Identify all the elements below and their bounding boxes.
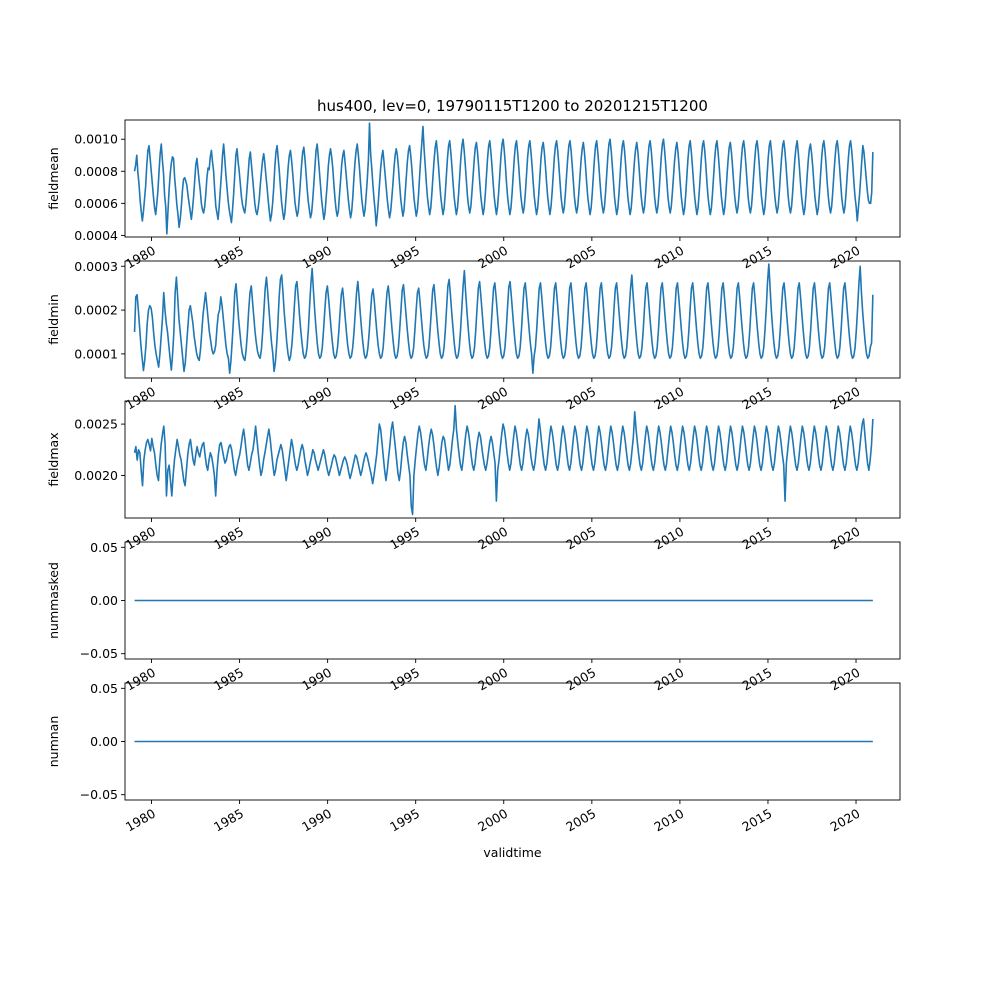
- fieldmean-y-tick-label: 0.0010: [74, 132, 118, 147]
- fieldmin-y-tick-label: 0.0002: [74, 303, 118, 318]
- fieldmean-y-tick-label: 0.0004: [74, 228, 118, 243]
- fieldmean-series-line: [133, 122, 874, 235]
- fieldmax-series-line: [133, 404, 874, 516]
- fieldmin-axes-frame: [124, 260, 901, 379]
- fieldmean-y-tick-label: 0.0006: [74, 196, 118, 211]
- fieldmin-y-axis-label: fieldmin: [46, 294, 61, 345]
- fieldmax-y-tick-label: 0.0025: [74, 417, 118, 432]
- nummasked-y-axis-label: nummasked: [46, 562, 61, 639]
- nummasked-y-tick-label: 0.00: [90, 593, 118, 608]
- nummasked-y-tick-label: −0.05: [80, 646, 118, 661]
- fieldmean-y-axis-label: fieldmean: [46, 147, 61, 209]
- fieldmean-y-tick-label: 0.0008: [74, 164, 118, 179]
- numnan-y-axis-label: numnan: [46, 716, 61, 768]
- fieldmin-y-tick-label: 0.0003: [74, 259, 118, 274]
- fieldmax-y-tick-label: 0.0020: [74, 468, 118, 483]
- fieldmin-series-line: [133, 263, 874, 374]
- fieldmax-axes-frame: [124, 400, 901, 519]
- numnan-y-tick-label: 0.00: [90, 734, 118, 749]
- fieldmax-y-axis-label: fieldmax: [46, 432, 61, 486]
- fieldmean-axes-frame: [124, 119, 901, 238]
- numnan-y-tick-label: 0.05: [90, 681, 118, 696]
- chart-title: hus400, lev=0, 19790115T1200 to 20201215…: [317, 97, 708, 115]
- numnan-y-tick-label: −0.05: [80, 787, 118, 802]
- fieldmin-y-tick-label: 0.0001: [74, 346, 118, 361]
- x-axis-label: validtime: [483, 845, 541, 860]
- nummasked-y-tick-label: 0.05: [90, 540, 118, 555]
